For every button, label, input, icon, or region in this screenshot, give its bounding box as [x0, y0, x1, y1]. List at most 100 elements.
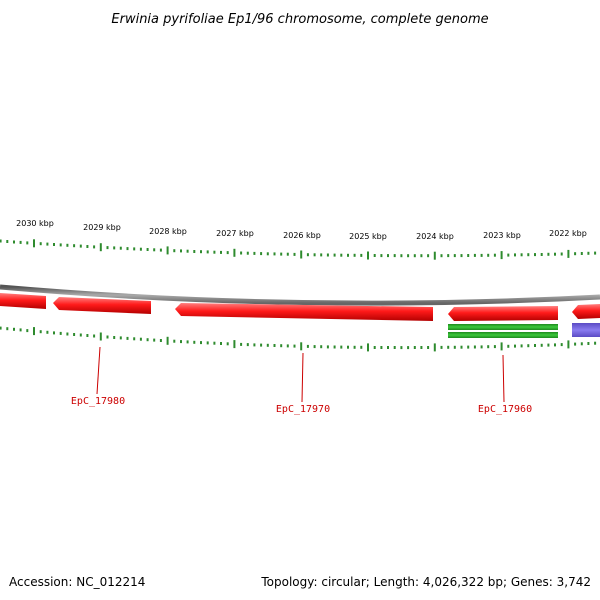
- accession-text: Accession: NC_012214: [9, 575, 146, 589]
- outer-minor-tick: [186, 249, 189, 253]
- outer-minor-tick: [260, 252, 263, 256]
- gene-label-EpC_17980[interactable]: EpC_17980: [71, 396, 125, 407]
- gene-reverse-green-1[interactable]: [448, 324, 558, 330]
- outer-minor-tick: [460, 254, 463, 258]
- ruler-label-2028: 2028 kbp: [149, 227, 187, 236]
- inner-minor-tick: [240, 342, 243, 346]
- inner-minor-tick: [293, 344, 296, 348]
- ruler-label-2022: 2022 kbp: [549, 229, 587, 238]
- inner-minor-tick: [0, 326, 2, 330]
- outer-minor-tick: [574, 252, 577, 256]
- ruler-label-2024: 2024 kbp: [416, 232, 454, 241]
- gene-arrow-EpC_17960[interactable]: [448, 306, 558, 321]
- outer-minor-tick: [547, 252, 550, 256]
- gene-arrow-forward-5[interactable]: [572, 304, 600, 319]
- outer-minor-tick: [534, 253, 536, 257]
- inner-minor-tick: [554, 343, 556, 347]
- outer-minor-tick: [26, 241, 29, 245]
- inner-minor-tick: [326, 345, 329, 349]
- outer-minor-tick: [173, 249, 176, 253]
- outer-minor-tick: [53, 243, 55, 246]
- gene-reverse-green-2[interactable]: [448, 332, 558, 338]
- inner-minor-tick: [353, 345, 356, 349]
- inner-minor-tick: [26, 329, 29, 333]
- outer-minor-tick: [6, 240, 9, 243]
- chromosome-backbone: [0, 284, 600, 306]
- outer-minor-tick: [46, 242, 49, 246]
- inner-minor-tick: [106, 335, 109, 339]
- outer-minor-tick: [180, 249, 182, 253]
- inner-major-tick: [33, 327, 35, 336]
- outer-minor-tick: [193, 250, 196, 253]
- outer-minor-tick: [213, 250, 216, 254]
- outer-minor-tick: [333, 253, 336, 257]
- inner-minor-tick: [507, 344, 510, 348]
- outer-minor-tick: [360, 253, 363, 257]
- outer-minor-tick: [387, 254, 389, 258]
- inner-minor-tick: [340, 345, 343, 349]
- gene-arrow-EpC_17970[interactable]: [175, 303, 433, 321]
- leader-line-EpC_17970: [301, 352, 304, 403]
- outer-minor-tick: [487, 253, 490, 257]
- inner-minor-tick: [46, 330, 49, 334]
- ruler-label-2029: 2029 kbp: [83, 223, 121, 232]
- outer-minor-tick: [220, 250, 222, 254]
- outer-minor-tick: [253, 251, 256, 255]
- outer-major-tick: [500, 251, 503, 260]
- outer-minor-tick: [313, 253, 316, 257]
- outer-major-tick: [433, 251, 436, 260]
- inner-minor-tick: [213, 341, 216, 345]
- outer-minor-tick: [146, 248, 149, 251]
- inner-minor-tick: [193, 340, 196, 344]
- outer-minor-tick: [286, 252, 289, 256]
- outer-minor-tick: [39, 242, 42, 246]
- inner-minor-tick: [19, 328, 22, 332]
- outer-minor-tick: [266, 252, 269, 256]
- inner-minor-tick: [266, 343, 269, 347]
- inner-major-tick: [233, 340, 236, 349]
- inner-minor-tick: [580, 342, 583, 346]
- gene-arrow-EpC_17980[interactable]: [53, 297, 151, 314]
- inner-minor-tick: [93, 334, 96, 338]
- outer-minor-tick: [407, 254, 410, 258]
- ruler-label-2025: 2025 kbp: [349, 232, 387, 241]
- outer-minor-tick: [126, 247, 129, 251]
- inner-minor-tick: [333, 345, 336, 349]
- inner-minor-tick: [493, 345, 496, 349]
- outer-minor-tick: [19, 240, 22, 244]
- outer-minor-tick: [554, 252, 556, 256]
- inner-minor-tick: [320, 345, 323, 349]
- outer-minor-tick: [453, 254, 456, 258]
- inner-minor-tick: [206, 341, 209, 345]
- inner-minor-tick: [420, 346, 423, 349]
- outer-minor-tick: [393, 254, 396, 258]
- inner-minor-tick: [159, 339, 162, 342]
- inner-minor-tick: [534, 344, 536, 347]
- inner-minor-tick: [146, 338, 149, 342]
- inner-minor-tick: [173, 339, 176, 343]
- outer-minor-tick: [139, 247, 142, 251]
- outer-minor-tick: [246, 251, 249, 255]
- outer-major-tick: [233, 248, 236, 257]
- gene-reverse-blue-1[interactable]: [572, 323, 600, 337]
- inner-minor-tick: [560, 343, 563, 347]
- outer-minor-tick: [59, 243, 62, 247]
- inner-minor-tick: [387, 346, 389, 349]
- outer-minor-tick: [480, 253, 483, 257]
- outer-minor-tick: [447, 254, 450, 258]
- inner-minor-tick: [186, 340, 189, 344]
- map-title: Erwinia pyrifoliae Ep1/96 chromosome, co…: [111, 12, 488, 27]
- gene-label-EpC_17960[interactable]: EpC_17960: [478, 404, 532, 415]
- inner-minor-tick: [407, 346, 410, 350]
- outer-minor-tick: [400, 254, 403, 258]
- inner-major-tick: [433, 343, 436, 352]
- gene-label-EpC_17970[interactable]: EpC_17970: [276, 404, 330, 415]
- outer-minor-tick: [493, 253, 496, 257]
- inner-minor-tick: [427, 346, 430, 349]
- outer-major-tick: [367, 251, 369, 260]
- inner-minor-tick: [413, 346, 416, 349]
- gene-arrow-forward-1[interactable]: [0, 293, 46, 309]
- outer-minor-tick: [540, 253, 543, 256]
- inner-minor-tick: [393, 346, 396, 349]
